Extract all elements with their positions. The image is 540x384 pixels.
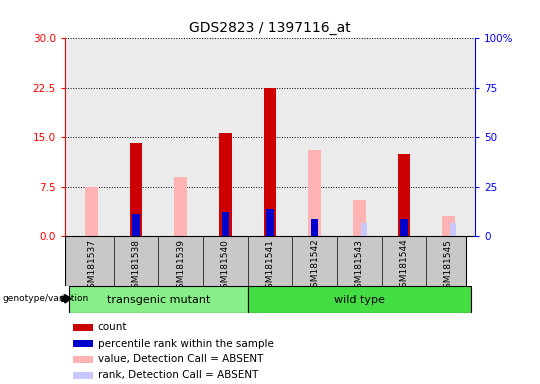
FancyArrow shape xyxy=(62,295,71,303)
Bar xyxy=(264,88,276,236)
Bar xyxy=(311,219,319,236)
Text: GSM181544: GSM181544 xyxy=(399,239,408,293)
Text: GSM181537: GSM181537 xyxy=(87,239,96,294)
Bar xyxy=(132,214,140,236)
Bar xyxy=(73,356,93,362)
Text: GSM181545: GSM181545 xyxy=(444,239,453,293)
Bar xyxy=(266,209,274,236)
Title: GDS2823 / 1397116_at: GDS2823 / 1397116_at xyxy=(189,21,351,35)
Bar xyxy=(73,340,93,347)
Bar xyxy=(69,286,248,313)
Text: GSM181538: GSM181538 xyxy=(132,239,141,294)
Bar xyxy=(219,133,232,236)
Text: GSM181540: GSM181540 xyxy=(221,239,230,293)
Bar xyxy=(397,154,410,236)
Text: percentile rank within the sample: percentile rank within the sample xyxy=(98,339,273,349)
Bar xyxy=(248,286,471,313)
Text: GSM181539: GSM181539 xyxy=(176,239,185,294)
Bar xyxy=(174,177,187,236)
Bar xyxy=(361,223,367,236)
Text: genotype/variation: genotype/variation xyxy=(3,294,89,303)
Text: count: count xyxy=(98,322,127,332)
Bar xyxy=(450,223,456,236)
Bar xyxy=(130,142,143,236)
Text: GSM181542: GSM181542 xyxy=(310,239,319,293)
Bar xyxy=(73,372,93,379)
Text: wild type: wild type xyxy=(334,295,384,305)
Text: value, Detection Call = ABSENT: value, Detection Call = ABSENT xyxy=(98,354,263,364)
Bar xyxy=(73,324,93,331)
Bar xyxy=(85,187,98,236)
Bar xyxy=(219,177,232,236)
Bar xyxy=(308,151,321,236)
Text: rank, Detection Call = ABSENT: rank, Detection Call = ABSENT xyxy=(98,371,258,381)
Text: transgenic mutant: transgenic mutant xyxy=(107,295,210,305)
Bar xyxy=(221,212,229,236)
Bar xyxy=(442,217,455,236)
Bar xyxy=(400,219,408,236)
Bar xyxy=(353,200,366,236)
Text: GSM181541: GSM181541 xyxy=(266,239,274,293)
Text: GSM181543: GSM181543 xyxy=(355,239,364,293)
